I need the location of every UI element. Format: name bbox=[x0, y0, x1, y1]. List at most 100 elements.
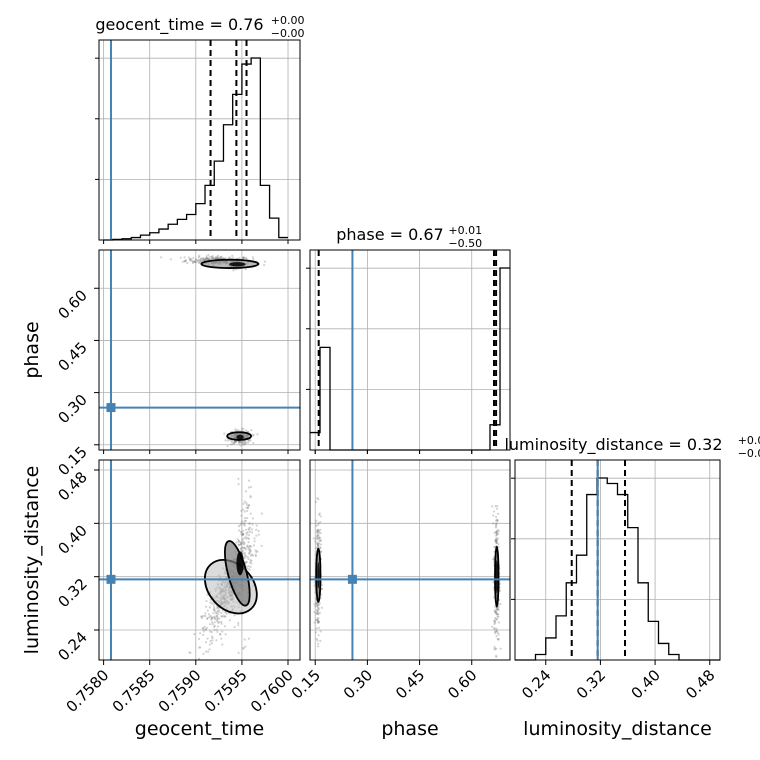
geocent_time-vs-luminosity_distance-sample-point bbox=[221, 615, 224, 618]
luminosity_distance-ytick-label: 0.32 bbox=[54, 575, 90, 611]
geocent_time-vs-phase-sample-point bbox=[214, 256, 217, 259]
geocent_time-vs-phase-sample-point bbox=[233, 441, 236, 444]
geocent_time-vs-luminosity_distance-sample-point bbox=[248, 528, 251, 531]
geocent_time-vs-luminosity_distance-sample-point bbox=[239, 543, 242, 546]
geocent_time-vs-luminosity_distance-sample-point bbox=[210, 618, 213, 621]
geocent_time-vs-luminosity_distance-sample-point bbox=[240, 541, 243, 545]
geocent_time-vs-phase-sample-point bbox=[216, 256, 219, 259]
geocent_time-vs-luminosity_distance-sample-point bbox=[202, 627, 205, 630]
phase-xtick-label: 0.60 bbox=[444, 666, 480, 702]
luminosity_distance-yaxis-label: luminosity_distance bbox=[21, 466, 43, 655]
phase-vs-luminosity_distance-sample-point bbox=[316, 497, 319, 500]
geocent_time-vs-luminosity_distance-sample-point bbox=[199, 646, 202, 649]
geocent_time-vs-luminosity_distance-sample-point bbox=[251, 523, 254, 526]
geocent_time-vs-luminosity_distance-sample-point bbox=[248, 522, 251, 525]
geocent_time-vs-luminosity_distance-sample-point bbox=[249, 545, 252, 548]
geocent_time-vs-luminosity_distance-sample-point bbox=[237, 525, 240, 528]
geocent_time-vs-luminosity_distance-sample-point bbox=[255, 528, 258, 531]
phase-vs-luminosity_distance-sample-point bbox=[493, 648, 496, 651]
geocent_time-vs-luminosity_distance-sample-point bbox=[224, 633, 227, 636]
phase-vs-luminosity_distance-sample-point bbox=[496, 631, 499, 635]
phase-vs-luminosity_distance-sample-point bbox=[496, 505, 499, 508]
geocent_time-vs-luminosity_distance-sample-point bbox=[246, 509, 249, 512]
geocent_time-vs-luminosity_distance-sample-point bbox=[249, 512, 252, 515]
geocent_time-vs-luminosity_distance-sample-point bbox=[213, 617, 216, 620]
phase-vs-luminosity_distance-sample-point bbox=[497, 606, 500, 609]
geocent_time-vs-luminosity_distance-sample-point bbox=[240, 533, 243, 536]
phase-vs-luminosity_distance-sample-point bbox=[317, 513, 321, 516]
geocent_time-vs-luminosity_distance-sample-point bbox=[237, 544, 241, 547]
geocent_time-vs-luminosity_distance-sample-point bbox=[221, 643, 224, 646]
geocent_time-vs-phase-sample-point bbox=[244, 268, 247, 271]
phase-vs-luminosity_distance-sample-point bbox=[317, 529, 320, 533]
geocent_time-vs-luminosity_distance-sample-point bbox=[247, 479, 251, 482]
geocent_time-vs-phase-sample-point bbox=[226, 439, 229, 442]
geocent_time-vs-phase-sample-point bbox=[212, 257, 215, 260]
geocent_time-vs-luminosity_distance-sample-point bbox=[213, 621, 216, 624]
phase-vs-luminosity_distance-sample-point bbox=[496, 608, 499, 611]
geocent_time-vs-luminosity_distance-sample-point bbox=[218, 608, 221, 612]
geocent_time-vs-phase-sample-point bbox=[198, 260, 201, 263]
phase-vs-luminosity_distance-sample-point bbox=[494, 540, 497, 543]
geocent_time-vs-phase-sample-point bbox=[196, 259, 199, 262]
geocent_time-vs-luminosity_distance-sample-point bbox=[244, 554, 247, 557]
geocent_time-vs-luminosity_distance-sample-point bbox=[207, 650, 210, 653]
geocent_time-vs-luminosity_distance-sample-point bbox=[242, 532, 245, 535]
geocent_time-vs-phase-sample-point bbox=[184, 260, 187, 263]
geocent_time-vs-phase-sample-point bbox=[226, 444, 229, 448]
geocent_time-vs-phase-density bbox=[229, 262, 246, 267]
geocent_time-vs-luminosity_distance-sample-point bbox=[247, 557, 250, 561]
phase-vs-luminosity_distance-sample-point bbox=[495, 635, 498, 638]
phase-vs-luminosity_distance-sample-point bbox=[494, 630, 497, 633]
phase-vs-luminosity_distance-sample-point bbox=[313, 576, 316, 579]
phase-vs-luminosity_distance-sample-point bbox=[320, 606, 323, 609]
phase-vs-luminosity_distance-sample-point bbox=[492, 514, 495, 517]
phase-vs-luminosity_distance-sample-point bbox=[495, 531, 498, 534]
phase-vs-luminosity_distance-sample-point bbox=[317, 606, 320, 609]
geocent_time-vs-luminosity_distance-sample-point bbox=[248, 552, 251, 555]
geocent_time-vs-luminosity_distance-sample-point bbox=[216, 630, 219, 634]
geocent_time-vs-luminosity_distance-sample-point bbox=[223, 625, 227, 628]
phase-vs-luminosity_distance-sample-point bbox=[317, 534, 320, 537]
phase-vs-luminosity_distance-sample-point bbox=[316, 610, 320, 613]
geocent_time-vs-luminosity_distance-sample-point bbox=[209, 601, 212, 604]
geocent_time-vs-luminosity_distance-sample-point bbox=[244, 536, 247, 539]
phase-vs-luminosity_distance-sample-point bbox=[316, 608, 319, 612]
phase-xaxis-label: phase bbox=[381, 718, 438, 740]
phase-vs-luminosity_distance-sample-point bbox=[494, 632, 497, 635]
phase-vs-luminosity_distance-sample-point bbox=[495, 530, 498, 534]
geocent_time-vs-luminosity_distance-sample-point bbox=[215, 639, 218, 642]
phase-vs-luminosity_distance-sample-point bbox=[493, 626, 496, 630]
phase-vs-luminosity_distance-sample-point bbox=[315, 603, 318, 606]
geocent_time-vs-luminosity_distance-sample-point bbox=[249, 550, 252, 553]
phase-vs-luminosity_distance-sample-point bbox=[492, 619, 496, 622]
geocent_time-vs-luminosity_distance-sample-point bbox=[243, 522, 246, 525]
geocent_time-vs-luminosity_distance-sample-point bbox=[241, 533, 244, 536]
geocent_time-vs-luminosity_distance-sample-point bbox=[249, 549, 252, 552]
geocent_time-vs-luminosity_distance-sample-point bbox=[206, 609, 209, 612]
geocent_time-vs-luminosity_distance-sample-point bbox=[245, 565, 248, 568]
phase-vs-luminosity_distance-sample-point bbox=[494, 538, 498, 541]
geocent_time-vs-luminosity_distance-sample-point bbox=[198, 637, 201, 641]
phase-title-sub: −0.50 bbox=[448, 237, 482, 250]
phase-vs-luminosity_distance-sample-point bbox=[318, 537, 321, 540]
geocent_time-vs-phase-sample-point bbox=[189, 258, 192, 261]
phase-vs-luminosity_distance-sample-point bbox=[496, 637, 499, 641]
phase-vs-luminosity_distance-sample-point bbox=[495, 613, 499, 616]
phase-vs-luminosity_distance-sample-point bbox=[495, 629, 498, 632]
geocent_time-vs-luminosity_distance-sample-point bbox=[245, 531, 248, 534]
geocent_time-xtick-label: 0.7590 bbox=[155, 666, 205, 716]
geocent_time-vs-luminosity_distance-sample-point bbox=[208, 616, 211, 619]
phase-vs-luminosity_distance-sample-point bbox=[315, 519, 318, 522]
phase-vs-luminosity_distance-sample-point bbox=[316, 530, 319, 533]
phase-vs-luminosity_distance-sample-point bbox=[316, 535, 319, 538]
geocent_time-vs-luminosity_distance-sample-point bbox=[254, 549, 257, 552]
phase-vs-luminosity_distance-sample-point bbox=[496, 532, 499, 535]
geocent_time-vs-phase-sample-point bbox=[206, 258, 210, 261]
geocent_time-vs-phase-sample-point bbox=[190, 259, 193, 262]
geocent_time-vs-phase-sample-point bbox=[246, 430, 249, 433]
phase-vs-luminosity_distance-sample-point bbox=[495, 534, 498, 537]
phase-vs-luminosity_distance-sample-point bbox=[316, 534, 319, 537]
luminosity_distance-ytick-label: 0.24 bbox=[54, 628, 90, 664]
geocent_time-vs-phase-sample-point bbox=[256, 433, 259, 436]
